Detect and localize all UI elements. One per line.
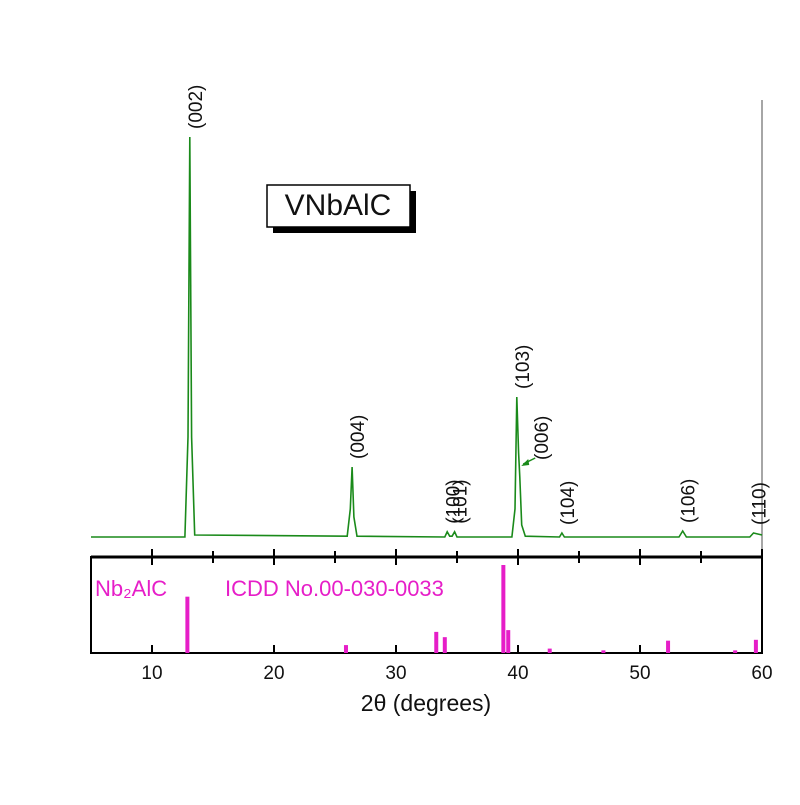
stick [666, 640, 671, 653]
arrow-head [521, 459, 530, 466]
chart-title: VNbAlC [285, 189, 392, 222]
stick [343, 645, 348, 653]
peak-label: (006) [532, 416, 553, 460]
stick [501, 565, 506, 653]
title-box [266, 184, 411, 228]
peak-label: (002) [186, 85, 207, 129]
reference-label: ICDD No.00-030-0033 [225, 576, 444, 601]
phase-label: Nb₂AlC [95, 576, 167, 601]
xrd-line [91, 136, 763, 538]
peak-label: (110) [749, 482, 770, 525]
x-tick-label: 20 [263, 663, 284, 684]
stick [753, 639, 758, 653]
stick [733, 650, 738, 653]
stick [547, 648, 552, 653]
peak-label: (103) [513, 345, 534, 389]
x-tick-label: 40 [507, 663, 528, 684]
stick [601, 650, 606, 653]
peak-label: (106) [679, 479, 700, 523]
stick [442, 637, 447, 653]
peak-label: (004) [348, 415, 369, 459]
stick [185, 596, 190, 653]
x-tick-label: 60 [751, 663, 772, 684]
peak-label: (101) [451, 479, 472, 523]
x-tick-label: 50 [629, 663, 650, 684]
stick [434, 631, 439, 653]
x-tick-label: 30 [385, 663, 406, 684]
x-axis-label: 2θ (degrees) [361, 690, 491, 716]
peak-label: (100) [443, 479, 464, 523]
frame [90, 556, 763, 654]
stick [506, 630, 511, 653]
peak-label: (104) [558, 481, 579, 525]
x-tick-label: 10 [141, 663, 162, 684]
